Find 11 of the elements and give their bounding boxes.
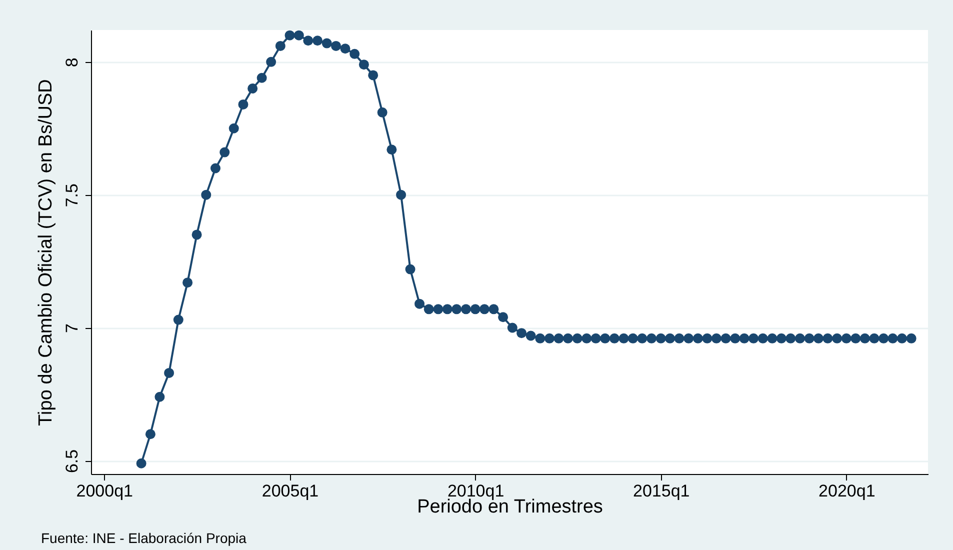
- x-tick-label: 2000q1: [76, 482, 133, 500]
- x-tick-label: 2005q1: [262, 482, 319, 500]
- x-tick-label: 2020q1: [818, 482, 876, 500]
- y-axis-title: Tipo de Cambio Oficial (TCV) en Bs/USD: [36, 79, 56, 426]
- y-tick-label: 8: [62, 58, 82, 68]
- y-tick-label: 6.5: [62, 449, 82, 474]
- source-note: Fuente: INE - Elaboración Propia: [41, 530, 247, 546]
- y-tick-label: 7: [62, 324, 82, 334]
- y-tick-label: 7.5: [62, 184, 82, 208]
- x-tick-label: 2010q1: [447, 482, 504, 500]
- x-tick-label: 2015q1: [632, 482, 690, 500]
